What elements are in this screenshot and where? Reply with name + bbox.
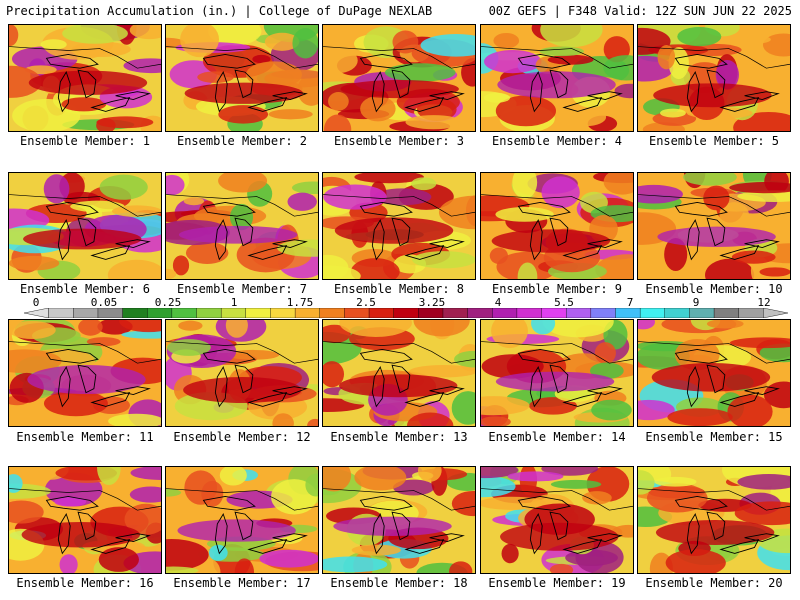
colorbar-tick-label: 7 bbox=[626, 296, 634, 309]
ensemble-member-label: Ensemble Member: 10 bbox=[645, 282, 783, 296]
ensemble-member-label: Ensemble Member: 5 bbox=[648, 134, 780, 148]
colorbar-swatch bbox=[763, 308, 788, 318]
ensemble-map-panel bbox=[480, 466, 634, 574]
ensemble-map-panel bbox=[165, 466, 319, 574]
ensemble-member-label: Ensemble Member: 6 bbox=[19, 282, 151, 296]
colorbar-tick-label: 0.25 bbox=[154, 296, 182, 309]
ensemble-map-panel bbox=[322, 24, 476, 132]
ensemble-member-label: Ensemble Member: 1 bbox=[19, 134, 151, 148]
colorbar-swatch bbox=[368, 308, 395, 318]
ensemble-member-label: Ensemble Member: 12 bbox=[173, 430, 311, 444]
header-title: Precipitation Accumulation (in.) | Colle… bbox=[6, 4, 433, 18]
ensemble-map-panel bbox=[480, 319, 634, 427]
ensemble-map-panel bbox=[480, 24, 634, 132]
colorbar-swatch bbox=[122, 308, 148, 318]
ensemble-member-label: Ensemble Member: 9 bbox=[491, 282, 623, 296]
ensemble-member-label: Ensemble Member: 2 bbox=[176, 134, 308, 148]
colorbar-swatch bbox=[615, 308, 641, 318]
colorbar-tick-label: 4 bbox=[494, 296, 502, 309]
colorbar-swatch bbox=[664, 308, 690, 318]
colorbar-swatch bbox=[467, 308, 493, 318]
ensemble-map-panel bbox=[8, 319, 162, 427]
colorbar-swatch bbox=[590, 308, 616, 318]
precip-colorbar bbox=[24, 308, 788, 318]
colorbar-tick-label: 9 bbox=[692, 296, 700, 309]
colorbar-swatch bbox=[639, 308, 666, 318]
colorbar-swatch bbox=[270, 308, 296, 318]
ensemble-map-panel bbox=[165, 24, 319, 132]
colorbar-swatch bbox=[516, 308, 543, 318]
ensemble-map-panel bbox=[637, 24, 791, 132]
colorbar-swatch bbox=[171, 308, 198, 318]
ensemble-member-label: Ensemble Member: 4 bbox=[491, 134, 623, 148]
colorbar-tick-label: 3.25 bbox=[418, 296, 446, 309]
ensemble-map-panel bbox=[637, 319, 791, 427]
colorbar-swatch bbox=[97, 308, 124, 318]
ensemble-map-panel bbox=[165, 172, 319, 280]
colorbar-swatch bbox=[689, 308, 715, 318]
ensemble-map-panel bbox=[637, 172, 791, 280]
colorbar-swatch bbox=[73, 308, 99, 318]
ensemble-member-label: Ensemble Member: 14 bbox=[488, 430, 626, 444]
ensemble-map-panel bbox=[480, 172, 634, 280]
ensemble-member-label: Ensemble Member: 8 bbox=[333, 282, 465, 296]
ensemble-member-label: Ensemble Member: 13 bbox=[330, 430, 468, 444]
colorbar-swatch bbox=[442, 308, 469, 318]
ensemble-member-label: Ensemble Member: 16 bbox=[16, 576, 154, 590]
colorbar-swatch bbox=[245, 308, 271, 318]
colorbar-swatch bbox=[565, 308, 592, 318]
colorbar-swatch bbox=[48, 308, 74, 318]
ensemble-member-label: Ensemble Member: 3 bbox=[333, 134, 465, 148]
ensemble-member-label: Ensemble Member: 11 bbox=[16, 430, 154, 444]
colorbar-swatch bbox=[220, 308, 247, 318]
ensemble-map-panel bbox=[8, 24, 162, 132]
ensemble-map-panel bbox=[8, 172, 162, 280]
ensemble-member-label: Ensemble Member: 20 bbox=[645, 576, 783, 590]
colorbar-tick-label: 0 bbox=[32, 296, 40, 309]
ensemble-map-panel bbox=[322, 466, 476, 574]
colorbar-tick-label: 1 bbox=[230, 296, 238, 309]
colorbar-swatch bbox=[344, 308, 370, 318]
ensemble-map-panel bbox=[322, 319, 476, 427]
ensemble-map-panel bbox=[637, 466, 791, 574]
colorbar-swatch bbox=[418, 308, 444, 318]
colorbar-swatch bbox=[492, 308, 518, 318]
ensemble-map-panel bbox=[165, 319, 319, 427]
colorbar-swatch bbox=[24, 308, 49, 318]
ensemble-member-label: Ensemble Member: 19 bbox=[488, 576, 626, 590]
ensemble-member-label: Ensemble Member: 18 bbox=[330, 576, 468, 590]
header-run-info: 00Z GEFS | F348 Valid: 12Z SUN JUN 22 20… bbox=[488, 4, 792, 18]
ensemble-member-label: Ensemble Member: 15 bbox=[645, 430, 783, 444]
colorbar-swatch bbox=[147, 308, 173, 318]
colorbar-tick-label: 2.5 bbox=[356, 296, 376, 309]
colorbar-tick-label: 1.75 bbox=[286, 296, 314, 309]
ensemble-map-panel bbox=[322, 172, 476, 280]
colorbar-swatch bbox=[319, 308, 345, 318]
ensemble-member-label: Ensemble Member: 17 bbox=[173, 576, 311, 590]
colorbar-swatch bbox=[196, 308, 222, 318]
colorbar-swatch bbox=[713, 308, 740, 318]
colorbar-tick-label: 5.5 bbox=[554, 296, 574, 309]
colorbar-tick-label: 0.05 bbox=[90, 296, 118, 309]
colorbar-swatch bbox=[541, 308, 567, 318]
colorbar-swatch bbox=[738, 308, 764, 318]
colorbar-tick-label: 12 bbox=[757, 296, 771, 309]
ensemble-map-panel bbox=[8, 466, 162, 574]
ensemble-member-label: Ensemble Member: 7 bbox=[176, 282, 308, 296]
colorbar-swatch bbox=[393, 308, 419, 318]
colorbar-swatch bbox=[294, 308, 321, 318]
